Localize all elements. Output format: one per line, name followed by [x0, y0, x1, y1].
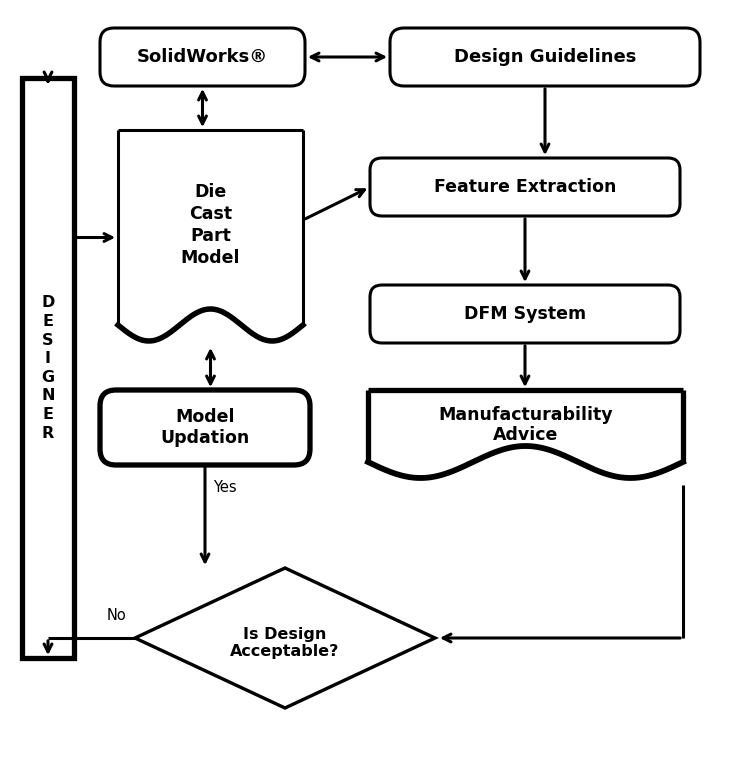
FancyBboxPatch shape — [100, 390, 310, 465]
Text: Design Guidelines: Design Guidelines — [454, 48, 636, 66]
Text: Model
Updation: Model Updation — [161, 408, 249, 447]
Text: Feature Extraction: Feature Extraction — [434, 178, 616, 196]
Text: No: No — [107, 609, 127, 623]
Text: Die
Cast
Part
Model: Die Cast Part Model — [181, 182, 240, 268]
Polygon shape — [118, 130, 303, 341]
FancyBboxPatch shape — [370, 158, 680, 216]
Text: D
E
S
I
G
N
E
R: D E S I G N E R — [41, 296, 55, 441]
Polygon shape — [368, 390, 683, 478]
Text: DFM System: DFM System — [464, 305, 586, 323]
Polygon shape — [135, 568, 435, 708]
FancyBboxPatch shape — [370, 285, 680, 343]
Text: Yes: Yes — [213, 480, 237, 495]
FancyBboxPatch shape — [390, 28, 700, 86]
Text: Is Design
Acceptable?: Is Design Acceptable? — [230, 627, 340, 659]
Bar — [22, 78, 74, 658]
FancyBboxPatch shape — [100, 28, 305, 86]
Text: Manufacturability
Advice: Manufacturability Advice — [438, 406, 613, 445]
Text: SolidWorks®: SolidWorks® — [137, 48, 268, 66]
